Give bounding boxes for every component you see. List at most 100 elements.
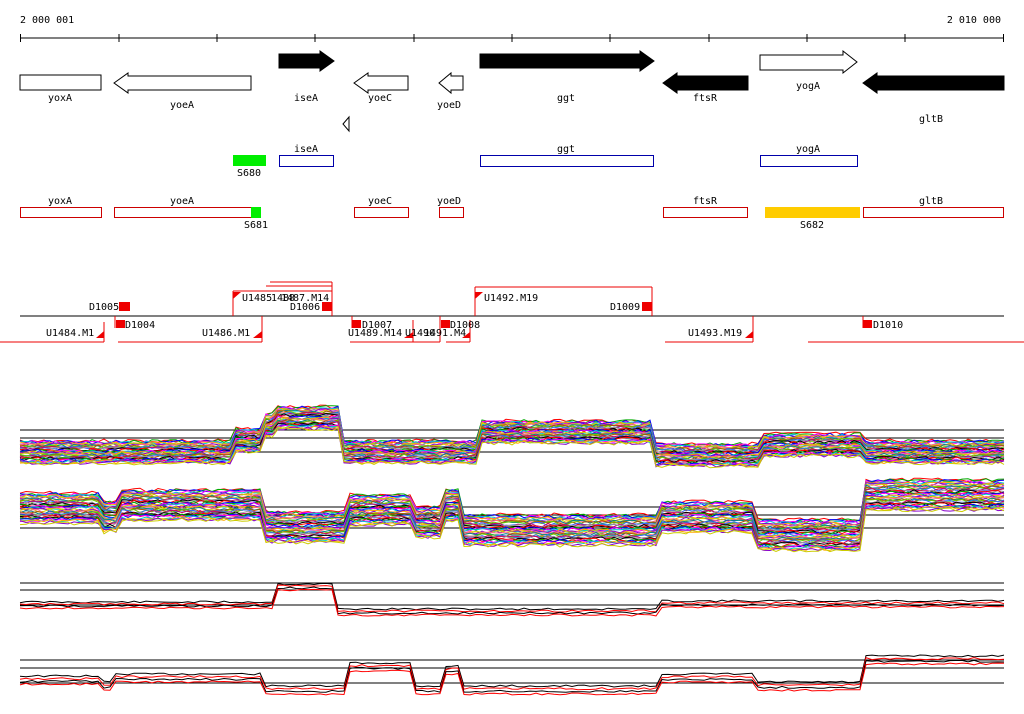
expression-profiles-forward <box>19 404 1005 469</box>
gene-label: yoxA <box>48 93 72 104</box>
shift-segments <box>0 281 1024 343</box>
upshift-label: U1486.M1 <box>202 328 250 339</box>
transcript-label: yoeC <box>368 196 392 207</box>
summary-profiles-forward <box>19 582 1005 617</box>
expression-profile-line <box>19 492 1005 537</box>
expression-profile-line <box>19 485 1005 531</box>
gene-label: ggt <box>557 93 575 104</box>
downshift-label: D1005 <box>89 302 119 313</box>
ruler-ticks <box>20 34 1004 42</box>
expression-profile-line <box>19 657 1005 691</box>
expression-profile-line <box>19 479 1005 525</box>
gene-label: gltB <box>919 114 943 125</box>
gene-yoeC[interactable]: yoeC <box>353 72 409 104</box>
gene-label: ftsR <box>693 93 718 104</box>
gene-track: yoxA yoeA iseA yoeC yoeD ggt ftsR yogA <box>19 49 1005 133</box>
transcript-label: yoeA <box>170 196 194 207</box>
expression-profile-line <box>19 490 1005 536</box>
transcript-track: yoxA yoeA S681 yoeC yoeD ftsR S682 gltB <box>20 196 1004 231</box>
upstream-track: S680 iseA ggt yogA <box>233 144 858 179</box>
expression-profile-line <box>19 420 1005 463</box>
position-ruler: 2 000 001 2 010 000 <box>20 15 1004 42</box>
shift-markers <box>96 292 872 338</box>
expression-panel-reverse-summary <box>19 654 1005 696</box>
promoter-s680[interactable] <box>233 155 266 166</box>
expression-profile-line <box>19 588 1005 617</box>
expression-profile-line <box>19 416 1005 459</box>
transcript-label: ftsR <box>693 196 718 207</box>
ruler-start-label: 2 000 001 <box>20 15 74 26</box>
gene-yogA[interactable]: yogA <box>759 49 858 92</box>
expression-profile-line <box>19 498 1005 544</box>
expression-profile-line <box>19 410 1005 452</box>
gene-label: yoeD <box>437 100 461 111</box>
downshift-label: D1006 <box>290 302 320 313</box>
expression-profile-line <box>19 507 1005 552</box>
gene-ggt[interactable]: ggt <box>479 50 655 104</box>
downshift-label: D1004 <box>125 320 155 331</box>
upshift-label: U1485 <box>242 293 272 304</box>
expression-panel-forward-all <box>19 404 1005 469</box>
transcript-label: yoxA <box>48 196 72 207</box>
downshift-label: D1007 <box>362 320 392 331</box>
expression-panel-forward-summary <box>19 582 1005 617</box>
promoter-s682[interactable] <box>765 207 860 218</box>
expression-profile-line <box>19 654 1005 688</box>
expression-profile-line <box>19 404 1005 447</box>
expression-profiles-reverse <box>19 477 1005 553</box>
upshift-label: U1492.M19 <box>484 293 538 304</box>
gene-label: iseA <box>294 93 318 104</box>
promoter-label: S680 <box>237 168 261 179</box>
downshift-label: D1008 <box>450 320 480 331</box>
shift-track: U1484.M1 U1485 U1486.M1 U1489.M14 U1492.… <box>0 281 1024 343</box>
transcript-yoeA[interactable] <box>114 207 252 218</box>
expression-profile-line <box>19 662 1005 696</box>
downshift-label: D1009 <box>610 302 640 313</box>
summary-profiles-reverse <box>19 654 1005 696</box>
small-reverse-arrow <box>342 115 350 133</box>
promoter-label: S681 <box>244 220 268 231</box>
upshift-label: 1488 <box>271 293 295 304</box>
gene-yoxA[interactable]: yoxA <box>19 74 102 104</box>
gene-label: yogA <box>796 81 820 92</box>
transcript-gltB[interactable] <box>863 207 1004 218</box>
upshift-label: 1487.M14 <box>281 293 329 304</box>
gene-iseA[interactable]: iseA <box>278 50 335 104</box>
upstream-iseA[interactable] <box>279 155 334 167</box>
transcript-label: gltB <box>919 196 943 207</box>
expression-profile-line <box>19 659 1005 693</box>
expression-profile-line <box>19 586 1005 615</box>
upshift-label: 1491.M4 <box>424 328 466 339</box>
expression-profile-line <box>19 420 1005 462</box>
expression-profile-line <box>19 507 1005 553</box>
expression-profile-line <box>19 427 1005 469</box>
promoter-label: S682 <box>800 220 824 231</box>
ruler-end-label: 2 010 000 <box>947 15 1001 26</box>
gene-yoeA[interactable]: yoeA <box>113 72 252 111</box>
promoter-s681[interactable] <box>251 207 261 218</box>
downshift-label: D1010 <box>873 320 903 331</box>
upshift-label: U1489.M14 <box>348 328 402 339</box>
upshift-label: U1490 <box>405 328 435 339</box>
gene-ftsR[interactable]: ftsR <box>662 72 749 104</box>
gene-gltB[interactable]: gltB <box>862 72 1005 125</box>
gene-label: yoeC <box>368 93 392 104</box>
transcript-yoeD[interactable] <box>439 207 464 218</box>
expression-panel-reverse-all <box>19 477 1005 553</box>
upshift-label: U1493.M19 <box>688 328 742 339</box>
transcript-yoeC[interactable] <box>354 207 409 218</box>
upstream-label: yogA <box>796 144 820 155</box>
gene-yoeD[interactable]: yoeD <box>437 71 464 111</box>
expression-profile-line <box>19 584 1005 613</box>
upstream-yogA[interactable] <box>760 155 858 167</box>
upstream-label: ggt <box>557 144 575 155</box>
upstream-ggt[interactable] <box>480 155 654 167</box>
transcript-label: yoeD <box>437 196 461 207</box>
transcript-ftsR[interactable] <box>663 207 748 218</box>
expression-profile-line <box>19 496 1005 542</box>
expression-profile-line <box>19 504 1005 550</box>
gene-label: yoeA <box>170 100 194 111</box>
expression-profile-line <box>19 506 1005 551</box>
expression-profile-line <box>19 488 1005 533</box>
transcript-yoxA[interactable] <box>20 207 102 218</box>
